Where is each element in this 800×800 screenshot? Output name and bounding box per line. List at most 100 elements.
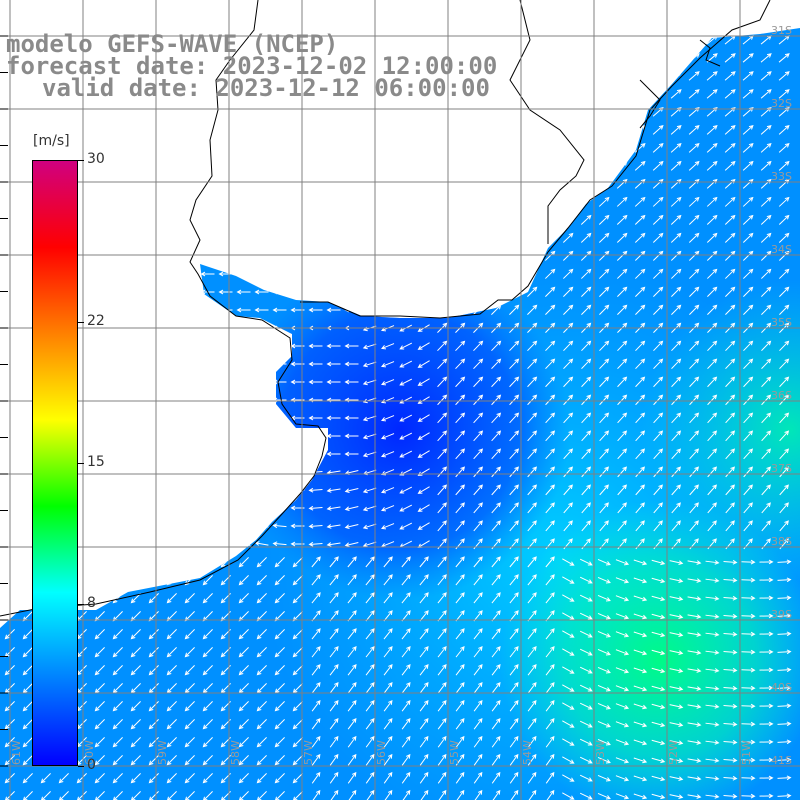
wind-arrow — [526, 178, 538, 189]
wind-arrow — [651, 685, 666, 692]
wind-arrow — [490, 178, 502, 189]
wind-arrow — [581, 466, 592, 478]
wind-arrow — [579, 774, 593, 782]
wind-arrow — [184, 773, 195, 784]
wind-arrow — [200, 307, 215, 313]
wind-arrow — [509, 502, 519, 514]
wind-arrow — [417, 378, 430, 386]
wind-arrow — [562, 756, 575, 764]
wind-arrow — [344, 199, 359, 205]
wind-arrow — [110, 307, 125, 313]
wind-arrow — [417, 306, 430, 314]
wind-arrow — [110, 343, 125, 349]
wind-arrow — [633, 577, 648, 584]
wind-arrow — [201, 540, 215, 548]
wind-arrow — [308, 451, 323, 457]
wind-arrow — [362, 451, 377, 458]
wind-arrow — [401, 610, 411, 622]
wind-arrow — [201, 522, 215, 530]
wind-arrow — [381, 361, 395, 368]
wind-arrow — [329, 681, 339, 694]
wind-arrow — [399, 342, 413, 350]
wind-arrow — [311, 664, 321, 676]
wind-arrow — [272, 199, 287, 205]
wind-arrow — [706, 89, 718, 99]
wind-arrow — [455, 610, 465, 622]
wind-arrow — [383, 646, 393, 658]
border-line-3 — [699, 39, 721, 67]
wind-arrow — [759, 739, 774, 745]
wind-arrow — [617, 412, 628, 424]
wind-arrow — [401, 681, 411, 694]
wind-arrow — [473, 681, 483, 694]
wind-arrow — [473, 646, 483, 658]
wind-arrow — [579, 702, 593, 710]
wind-arrow — [651, 631, 666, 638]
wind-arrow — [651, 775, 666, 782]
wind-arrow — [272, 433, 287, 439]
wind-arrow — [669, 776, 684, 782]
valid-date: valid date: 2023-12-12 06:00:00 — [42, 74, 490, 102]
wind-arrow — [723, 595, 738, 601]
wind-arrow — [581, 520, 591, 532]
wind-arrow — [490, 124, 502, 135]
wind-arrow — [381, 199, 395, 206]
wind-arrow — [148, 575, 159, 586]
wind-arrow — [527, 304, 538, 315]
wind-arrow — [455, 592, 465, 604]
wind-arrow — [527, 753, 537, 766]
wind-arrow — [491, 502, 501, 514]
wind-arrow — [509, 394, 520, 406]
longitude-label: 54W — [521, 740, 534, 765]
wind-arrow — [634, 214, 646, 225]
wind-arrow — [545, 753, 555, 766]
wind-arrow — [399, 144, 413, 152]
wind-arrow — [616, 124, 628, 135]
wind-arrow — [344, 271, 359, 277]
wind-arrow — [146, 163, 161, 169]
wind-arrow — [580, 89, 592, 99]
wind-arrow — [92, 343, 107, 349]
wind-arrow — [455, 304, 466, 315]
wind-arrow — [723, 721, 738, 727]
wind-arrow — [760, 160, 772, 171]
wind-arrow — [254, 109, 269, 115]
wind-arrow — [562, 232, 574, 243]
wind-arrow — [344, 506, 359, 512]
wind-arrow — [290, 181, 305, 187]
wind-arrow — [597, 630, 611, 638]
wind-arrow — [130, 701, 141, 712]
wind-arrow — [581, 502, 591, 514]
wind-arrow — [437, 681, 447, 694]
wind-arrow — [527, 592, 537, 604]
wind-arrow — [454, 142, 466, 153]
wind-arrow — [326, 307, 341, 313]
wind-arrow — [254, 361, 269, 367]
wind-arrow — [778, 214, 790, 225]
wind-arrow — [417, 414, 430, 422]
wind-arrow — [617, 430, 628, 442]
wind-arrow — [705, 650, 720, 655]
wind-arrow — [218, 145, 233, 151]
wind-arrow — [182, 181, 197, 187]
wind-arrow — [652, 142, 664, 153]
wind-arrow — [454, 232, 466, 243]
wind-arrow — [381, 217, 395, 224]
wind-arrow — [778, 89, 790, 99]
wind-arrow — [761, 394, 772, 406]
wind-arrow — [616, 71, 628, 81]
wind-arrow — [615, 739, 630, 746]
wind-arrow — [743, 520, 753, 532]
wind-arrow — [437, 268, 448, 279]
wind-arrow — [362, 523, 377, 530]
wind-arrow — [761, 448, 772, 460]
wind-arrow — [491, 735, 501, 748]
wind-arrow — [401, 574, 411, 586]
wind-arrow — [130, 665, 141, 676]
wind-arrow — [112, 502, 123, 513]
latitude-label: 32S — [771, 97, 792, 110]
wind-arrow — [652, 250, 664, 261]
wind-arrow — [779, 466, 790, 478]
wind-arrow — [437, 394, 448, 406]
wind-arrow — [399, 234, 413, 242]
